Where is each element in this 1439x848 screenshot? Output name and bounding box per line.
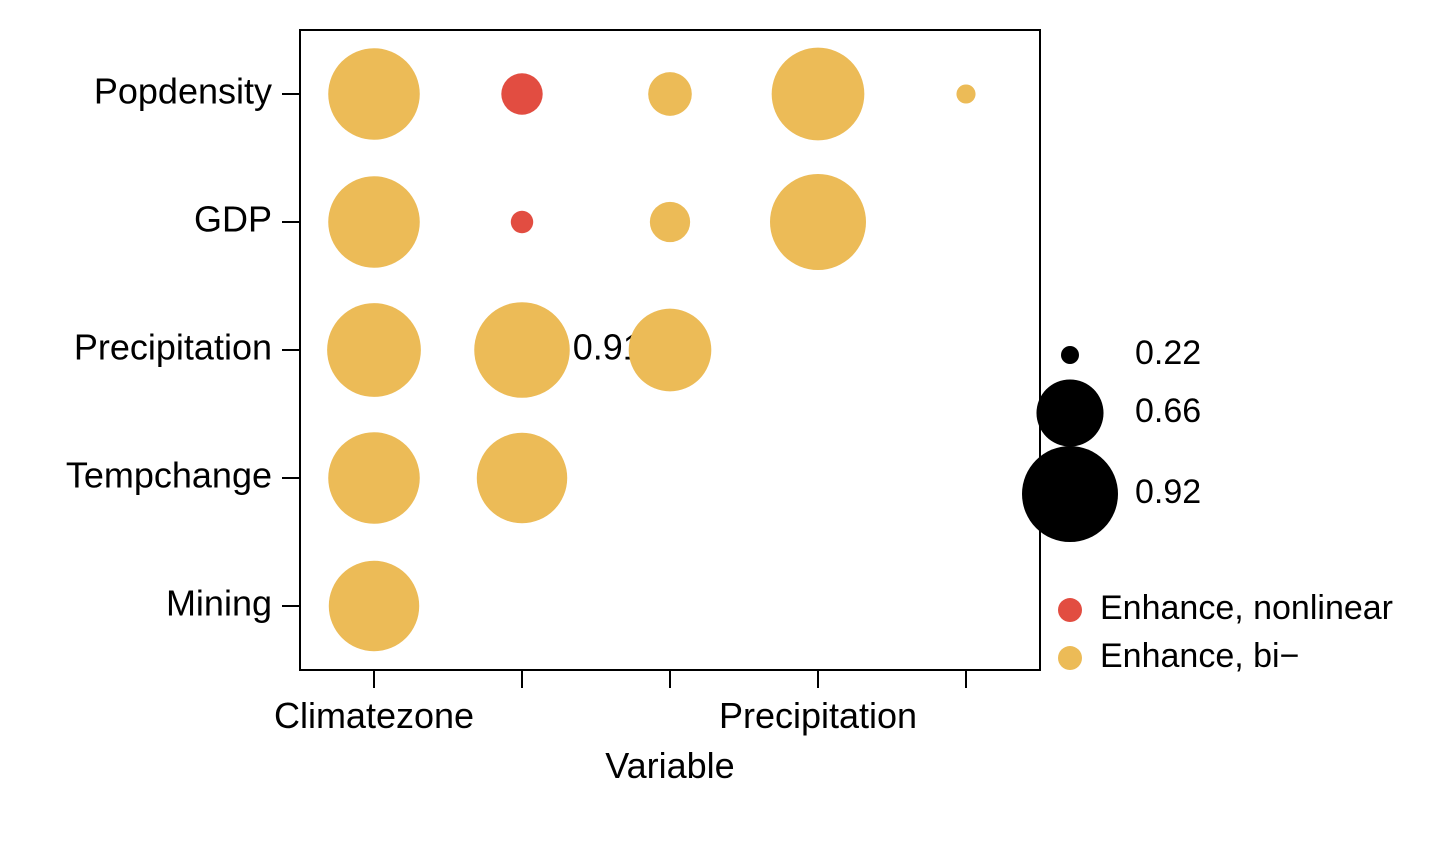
bubble: [629, 309, 712, 392]
bubble-matrix-chart: Mining Tempchange Precipitation GDP Popdensi…: [0, 0, 1439, 843]
bubble: [511, 211, 533, 233]
y-tick-label: Popdensity: [94, 71, 272, 112]
bubble: [328, 176, 420, 268]
size-legend-dot: [1022, 446, 1118, 542]
y-tick-label: Precipitation: [74, 327, 272, 368]
size-legend-label: 0.66: [1135, 392, 1201, 430]
size-legend-dot: [1036, 379, 1103, 446]
bubble: [477, 433, 567, 523]
bubble: [328, 432, 420, 524]
bubble: [501, 73, 542, 114]
bubble: [770, 174, 866, 270]
bubble: [328, 48, 420, 140]
y-tick-label: Tempchange: [66, 455, 272, 496]
color-legend-label: Enhance, bi−: [1100, 637, 1299, 675]
bubble: [474, 302, 570, 398]
size-legend-label: 0.22: [1135, 334, 1201, 372]
color-legend-dot: [1058, 646, 1082, 670]
y-tick-label: GDP: [194, 199, 272, 240]
bubble: [772, 48, 865, 141]
x-tick-label: Precipitation: [719, 695, 917, 736]
size-legend-dot: [1061, 346, 1079, 364]
bubble: [329, 561, 419, 651]
bubble: [327, 303, 421, 397]
bubble: [648, 72, 692, 116]
bubble: [650, 202, 690, 242]
color-legend-label: Enhance, nonlinear: [1100, 589, 1393, 627]
color-legend-dot: [1058, 598, 1082, 622]
x-tick-label: Climatezone: [274, 695, 474, 736]
y-tick-label: Mining: [166, 583, 272, 624]
size-legend-label: 0.92: [1135, 473, 1201, 511]
bubble: [956, 84, 975, 103]
x-axis-title: Variable: [605, 745, 734, 786]
